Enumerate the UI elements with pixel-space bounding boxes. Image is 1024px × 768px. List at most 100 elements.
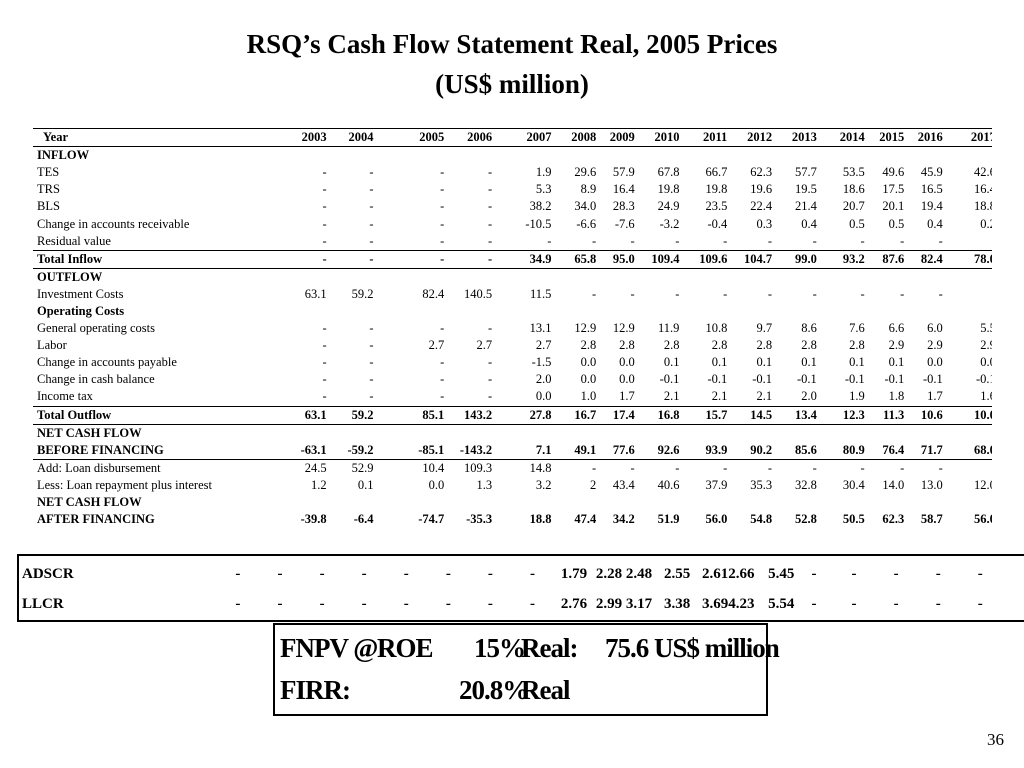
- table-cell: -: [369, 182, 374, 197]
- table-cell: 23.5: [705, 199, 728, 214]
- table-cell: -: [322, 182, 327, 197]
- table-cell: [496, 303, 555, 320]
- table-cell: -: [675, 460, 680, 475]
- table-cell: 1.2: [311, 477, 327, 492]
- table-cell: [331, 424, 378, 442]
- table-cell: 85.1: [377, 405, 449, 425]
- table-cell: 2.9: [927, 338, 943, 353]
- table-cell: 14.5: [731, 405, 777, 425]
- row-label: Labor: [37, 338, 67, 353]
- table-cell: 34.2: [600, 511, 639, 528]
- table-cell: -74.7: [377, 511, 449, 528]
- table-cell: -: [487, 321, 493, 336]
- table-cell: 45.9: [920, 165, 943, 180]
- table-cell: 0.4: [927, 216, 943, 231]
- table-cell: -: [767, 286, 773, 301]
- year-header-cell: 2015: [868, 128, 909, 148]
- table-cell: 27.8: [496, 405, 556, 425]
- table-cell: -: [860, 460, 865, 475]
- table-cell: -: [369, 372, 374, 387]
- row-label: TRS: [37, 182, 60, 197]
- row-label: General operating costs: [37, 321, 156, 336]
- table-cell: 52.8: [776, 511, 821, 528]
- table-cell: 66.7: [705, 165, 728, 180]
- table-cell: -: [630, 460, 635, 475]
- table-cell: -143.2: [448, 441, 497, 460]
- table-cell: -: [487, 182, 493, 197]
- ratio-label: LLCR: [22, 595, 64, 612]
- table-cell: [639, 147, 684, 165]
- ratio-cell: -: [403, 565, 409, 582]
- fnpv-basis: ROE: [377, 633, 434, 663]
- table-cell: [283, 268, 331, 286]
- table-cell: [776, 424, 821, 442]
- ratio-cell: 4.23: [728, 595, 755, 612]
- table-cell: [496, 494, 555, 511]
- table-cell: 0.0: [619, 355, 635, 370]
- table-cell: -: [723, 460, 728, 475]
- table-cell: [869, 268, 909, 286]
- table-cell: 24.5: [304, 460, 327, 475]
- table-cell: [731, 303, 776, 320]
- table-cell: -10.5: [525, 216, 552, 231]
- year-header-cell: 2011: [683, 128, 732, 148]
- table-cell: 56.0: [946, 511, 992, 528]
- coverage-ratios-table: ADSCR - - - - - - - -1.79 2.28 2.48 2.55 2.61 2.66 5.4…: [19, 559, 1024, 619]
- table-cell: -: [723, 286, 728, 301]
- table-cell: -: [369, 199, 374, 214]
- table-cell: 78.0: [946, 249, 992, 269]
- ratio-row: LLCR - - - - - - - -2.76 2.99 3.17 3.38 3.69 4.23 5.54…: [19, 589, 1024, 619]
- row-label: Total Inflow: [33, 249, 283, 269]
- ratio-cell: -: [851, 565, 857, 582]
- fnpv-real-label: Real:: [521, 633, 578, 663]
- table-cell: -0.4: [707, 216, 728, 231]
- table-cell: 104.7: [731, 249, 777, 269]
- table-cell: 0.0: [980, 355, 992, 370]
- table-cell: [821, 268, 869, 286]
- table-row: OUTFLOW: [33, 268, 992, 286]
- table-cell: -: [448, 249, 497, 269]
- table-cell: 18.8: [496, 511, 556, 528]
- table-cell: 5.5: [980, 321, 992, 336]
- table-cell: [600, 494, 639, 511]
- table-cell: 34.0: [574, 199, 597, 214]
- table-cell: 34.9: [496, 249, 556, 269]
- year-header-cell: 2006: [448, 128, 497, 148]
- table-cell: 6.0: [927, 321, 943, 336]
- ratio-cell: -: [983, 589, 1024, 619]
- table-cell: [947, 147, 992, 165]
- table-cell: [821, 303, 869, 320]
- table-row: BLS - - - - 38.2 34.0 28.3 24.9 23.5 22.4 21.4 20.7 2…: [33, 198, 992, 215]
- table-cell: 77.6: [600, 441, 639, 460]
- table-cell: [555, 494, 600, 511]
- table-cell: -0.1: [922, 372, 943, 387]
- table-cell: 109.3: [464, 460, 493, 475]
- table-cell: 1.6: [980, 389, 992, 404]
- table-cell: 5.3: [535, 182, 552, 197]
- table-cell: -: [369, 355, 374, 370]
- table-cell: -: [440, 355, 445, 370]
- row-label: Total Outflow: [33, 405, 283, 425]
- table-cell: [555, 147, 600, 165]
- table-cell: 19.8: [657, 182, 680, 197]
- row-label: INFLOW: [37, 148, 90, 163]
- table-cell: 9.7: [756, 321, 773, 336]
- table-cell: 2.1: [711, 389, 728, 404]
- table-row: Total Outflow 63.1 59.2 85.1 143.2 27.8 16.7 17…: [33, 405, 992, 425]
- table-cell: -: [947, 286, 993, 303]
- table-cell: [869, 494, 909, 511]
- table-cell: -: [330, 249, 378, 269]
- table-cell: -3.2: [659, 216, 680, 231]
- table-cell: -: [487, 199, 493, 214]
- table-cell: 32.8: [794, 477, 817, 492]
- table-cell: [283, 303, 331, 320]
- table-cell: 53.5: [842, 165, 865, 180]
- firr-real: Real: [521, 675, 570, 705]
- table-cell: 0.5: [888, 216, 905, 231]
- table-cell: 16.7: [555, 405, 601, 425]
- ratio-cell: -: [277, 595, 283, 612]
- table-cell: -: [900, 233, 905, 248]
- table-cell: -: [322, 389, 327, 404]
- row-label: NET CASH FLOW: [37, 495, 142, 510]
- table-cell: 0.1: [801, 355, 817, 370]
